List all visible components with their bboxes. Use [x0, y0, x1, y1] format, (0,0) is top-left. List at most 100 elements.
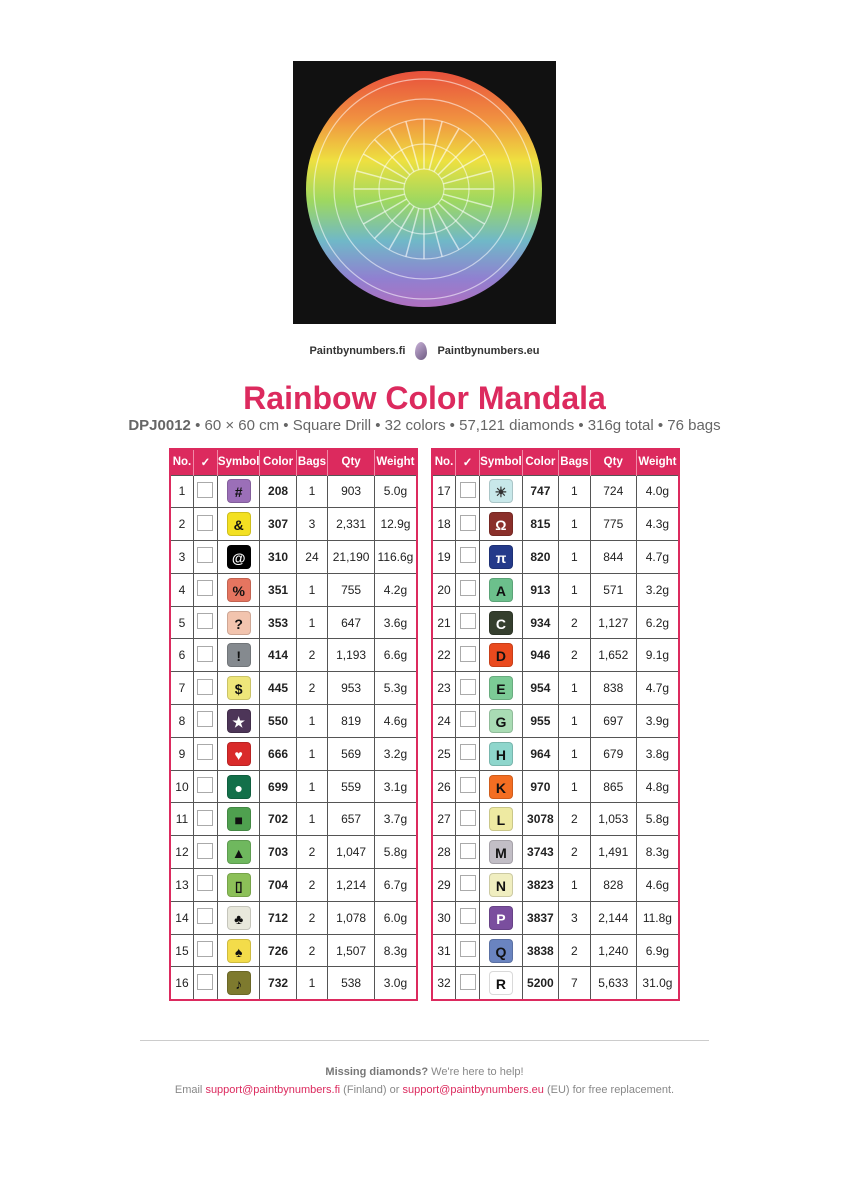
- column-header: No.: [431, 449, 456, 475]
- checkbox[interactable]: [197, 481, 214, 498]
- color-code: 353: [259, 605, 297, 640]
- row-checkbox-cell[interactable]: [192, 507, 218, 542]
- row-checkbox-cell[interactable]: [192, 605, 218, 640]
- row-checkbox-cell[interactable]: [455, 605, 481, 640]
- row-number: 13: [169, 868, 194, 902]
- row-checkbox-cell[interactable]: [192, 835, 218, 870]
- row-checkbox-cell[interactable]: [455, 474, 481, 509]
- symbol-swatch: ♣: [226, 905, 251, 930]
- table-row: 31 Q 3838 2 1,240 6.9g: [431, 933, 680, 968]
- row-checkbox-cell[interactable]: [192, 736, 218, 771]
- checkbox[interactable]: [459, 645, 476, 662]
- row-checkbox-cell[interactable]: [455, 671, 481, 706]
- row-checkbox-cell[interactable]: [192, 540, 218, 574]
- checkbox[interactable]: [197, 777, 214, 794]
- weight: 3.6g: [373, 605, 418, 640]
- checkbox[interactable]: [459, 514, 476, 531]
- row-checkbox-cell[interactable]: [455, 507, 481, 542]
- checkbox[interactable]: [459, 875, 476, 892]
- checkbox[interactable]: [197, 613, 214, 630]
- row-checkbox-cell[interactable]: [455, 868, 481, 902]
- checkbox[interactable]: [197, 809, 214, 826]
- checkbox[interactable]: [197, 875, 214, 892]
- footer-email-pre: Email: [174, 1084, 206, 1096]
- email-link-fi[interactable]: support@paintbynumbers.fi: [205, 1084, 341, 1096]
- row-checkbox-cell[interactable]: [192, 966, 218, 1001]
- checkbox[interactable]: [197, 941, 214, 958]
- row-checkbox-cell[interactable]: [192, 671, 218, 706]
- checkbox[interactable]: [459, 941, 476, 958]
- row-checkbox-cell[interactable]: [455, 802, 481, 837]
- symbol-swatch: K: [488, 774, 513, 799]
- checkbox[interactable]: [197, 744, 214, 761]
- table-row: 16 ♪ 732 1 538 3.0g: [169, 966, 418, 1001]
- checkbox[interactable]: [197, 711, 214, 728]
- row-checkbox-cell[interactable]: [455, 540, 481, 574]
- row-checkbox-cell[interactable]: [455, 933, 481, 968]
- row-checkbox-cell[interactable]: [192, 769, 218, 804]
- weight: 8.3g: [635, 835, 680, 870]
- checkbox[interactable]: [197, 580, 214, 597]
- row-number: 4: [169, 572, 194, 607]
- checkbox[interactable]: [459, 777, 476, 794]
- checkbox[interactable]: [459, 744, 476, 761]
- checkbox[interactable]: [459, 973, 476, 990]
- column-header: Qty: [589, 449, 637, 475]
- row-checkbox-cell[interactable]: [192, 933, 218, 968]
- checkbox[interactable]: [459, 809, 476, 826]
- row-checkbox-cell[interactable]: [192, 868, 218, 902]
- checkbox[interactable]: [197, 678, 214, 695]
- checkbox[interactable]: [459, 481, 476, 498]
- row-checkbox-cell[interactable]: [192, 474, 218, 509]
- checkbox[interactable]: [197, 842, 214, 859]
- row-number: 7: [169, 671, 194, 706]
- checkbox[interactable]: [459, 678, 476, 695]
- email-link-eu[interactable]: support@paintbynumbers.eu: [402, 1084, 544, 1096]
- qty: 1,193: [327, 638, 375, 673]
- checkbox[interactable]: [459, 908, 476, 925]
- qty: 1,078: [327, 900, 375, 935]
- symbol-swatch: Ω: [488, 512, 513, 537]
- row-checkbox-cell[interactable]: [455, 736, 481, 771]
- column-header: Color: [259, 449, 297, 475]
- symbol-swatch: $: [226, 676, 251, 701]
- checkbox[interactable]: [459, 842, 476, 859]
- row-checkbox-cell[interactable]: [455, 704, 481, 738]
- row-checkbox-cell[interactable]: [455, 572, 481, 607]
- weight: 3.8g: [635, 736, 680, 771]
- qty: 571: [589, 572, 637, 607]
- checkbox[interactable]: [197, 973, 214, 990]
- weight: 3.2g: [635, 572, 680, 607]
- row-checkbox-cell[interactable]: [192, 802, 218, 837]
- row-checkbox-cell[interactable]: [455, 835, 481, 870]
- row-checkbox-cell[interactable]: [192, 704, 218, 738]
- checkbox[interactable]: [197, 547, 214, 564]
- row-number: 10: [169, 769, 194, 804]
- symbol-cell: K: [479, 769, 523, 804]
- checkbox[interactable]: [197, 514, 214, 531]
- checkbox[interactable]: [459, 613, 476, 630]
- row-checkbox-cell[interactable]: [455, 900, 481, 935]
- table-row: 14 ♣ 712 2 1,078 6.0g: [169, 900, 418, 935]
- checkbox[interactable]: [459, 711, 476, 728]
- checkbox[interactable]: [197, 908, 214, 925]
- row-checkbox-cell[interactable]: [192, 900, 218, 935]
- bags: 1: [295, 769, 329, 804]
- color-code: 913: [521, 572, 560, 607]
- table-header: No. ✓ Symbol Color Bags Qty Weight: [431, 449, 679, 475]
- row-checkbox-cell[interactable]: [192, 572, 218, 607]
- bags: 1: [295, 736, 329, 771]
- weight: 3.1g: [373, 769, 418, 804]
- row-checkbox-cell[interactable]: [455, 966, 481, 1001]
- weight: 3.0g: [373, 966, 418, 1001]
- brand-fi: Paintbynumbers.fi: [309, 345, 406, 357]
- checkbox[interactable]: [459, 547, 476, 564]
- row-checkbox-cell[interactable]: [192, 638, 218, 673]
- qty: 755: [327, 572, 375, 607]
- row-checkbox-cell[interactable]: [455, 638, 481, 673]
- checkbox[interactable]: [197, 645, 214, 662]
- bags: 2: [295, 868, 329, 902]
- symbol-swatch: ♥: [226, 741, 251, 766]
- row-checkbox-cell[interactable]: [455, 769, 481, 804]
- checkbox[interactable]: [459, 580, 476, 597]
